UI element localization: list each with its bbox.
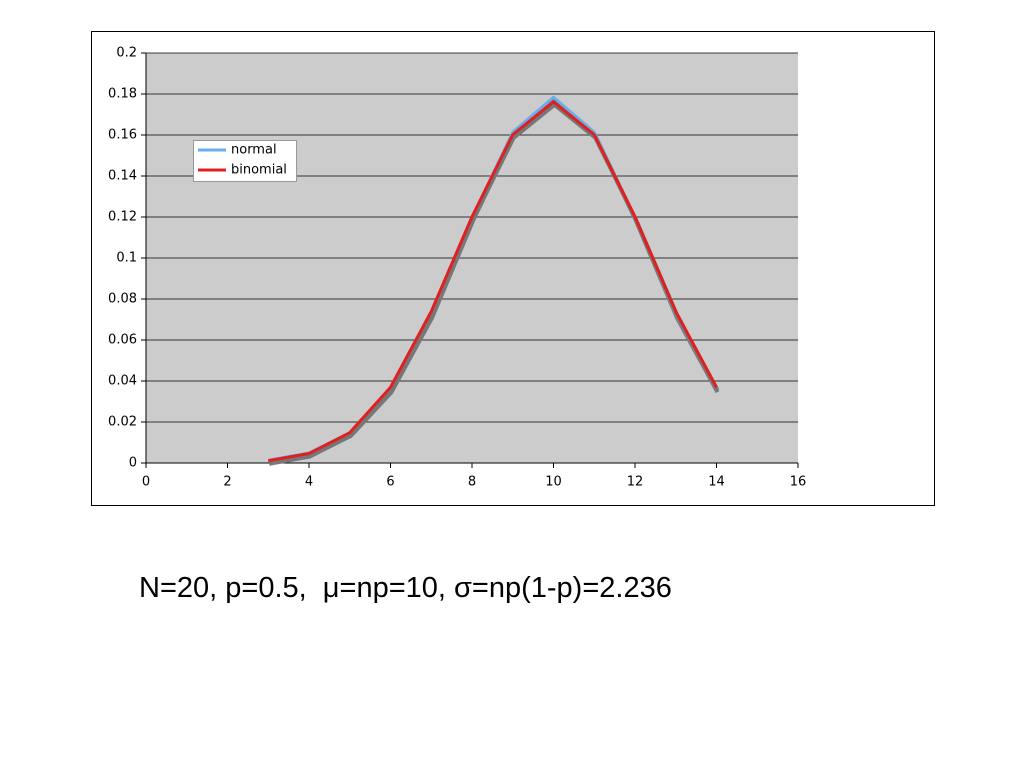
y-tick-label: 0.16 (108, 128, 137, 143)
series-line (267, 100, 718, 463)
y-tick-label: 0.14 (108, 169, 137, 184)
x-tick-label: 0 (142, 475, 150, 490)
x-tick-label: 8 (468, 475, 476, 490)
x-tick-label: 10 (545, 475, 562, 490)
y-tick-label: 0.02 (108, 415, 137, 430)
y-tick-label: 0.04 (108, 374, 137, 389)
x-tick-label: 12 (627, 475, 644, 490)
y-tick-label: 0.1 (116, 251, 137, 266)
y-tick-label: 0.12 (108, 210, 137, 225)
y-tick-label: 0.18 (108, 87, 137, 102)
y-tick-label: 0.08 (108, 292, 137, 307)
x-tick-label: 16 (790, 475, 807, 490)
x-tick-label: 14 (708, 475, 725, 490)
caption: N=20, p=0.5, μ=np=10, σ=np(1-p)=2.236 (139, 572, 672, 604)
y-tick-label: 0.06 (108, 333, 137, 348)
legend-label: binomial (231, 163, 287, 178)
x-tick-label: 2 (223, 475, 231, 490)
y-tick-label: 0.2 (116, 46, 137, 61)
y-tick-label: 0 (129, 456, 137, 471)
x-tick-label: 4 (305, 475, 313, 490)
chart: 0 0.02 0.04 0.06 0.08 0.1 0.12 0.14 0.16 0.18 0.2 0… (91, 31, 935, 506)
legend-box (193, 140, 297, 182)
x-tick-label: 6 (386, 475, 394, 490)
legend-label: normal (231, 143, 277, 158)
